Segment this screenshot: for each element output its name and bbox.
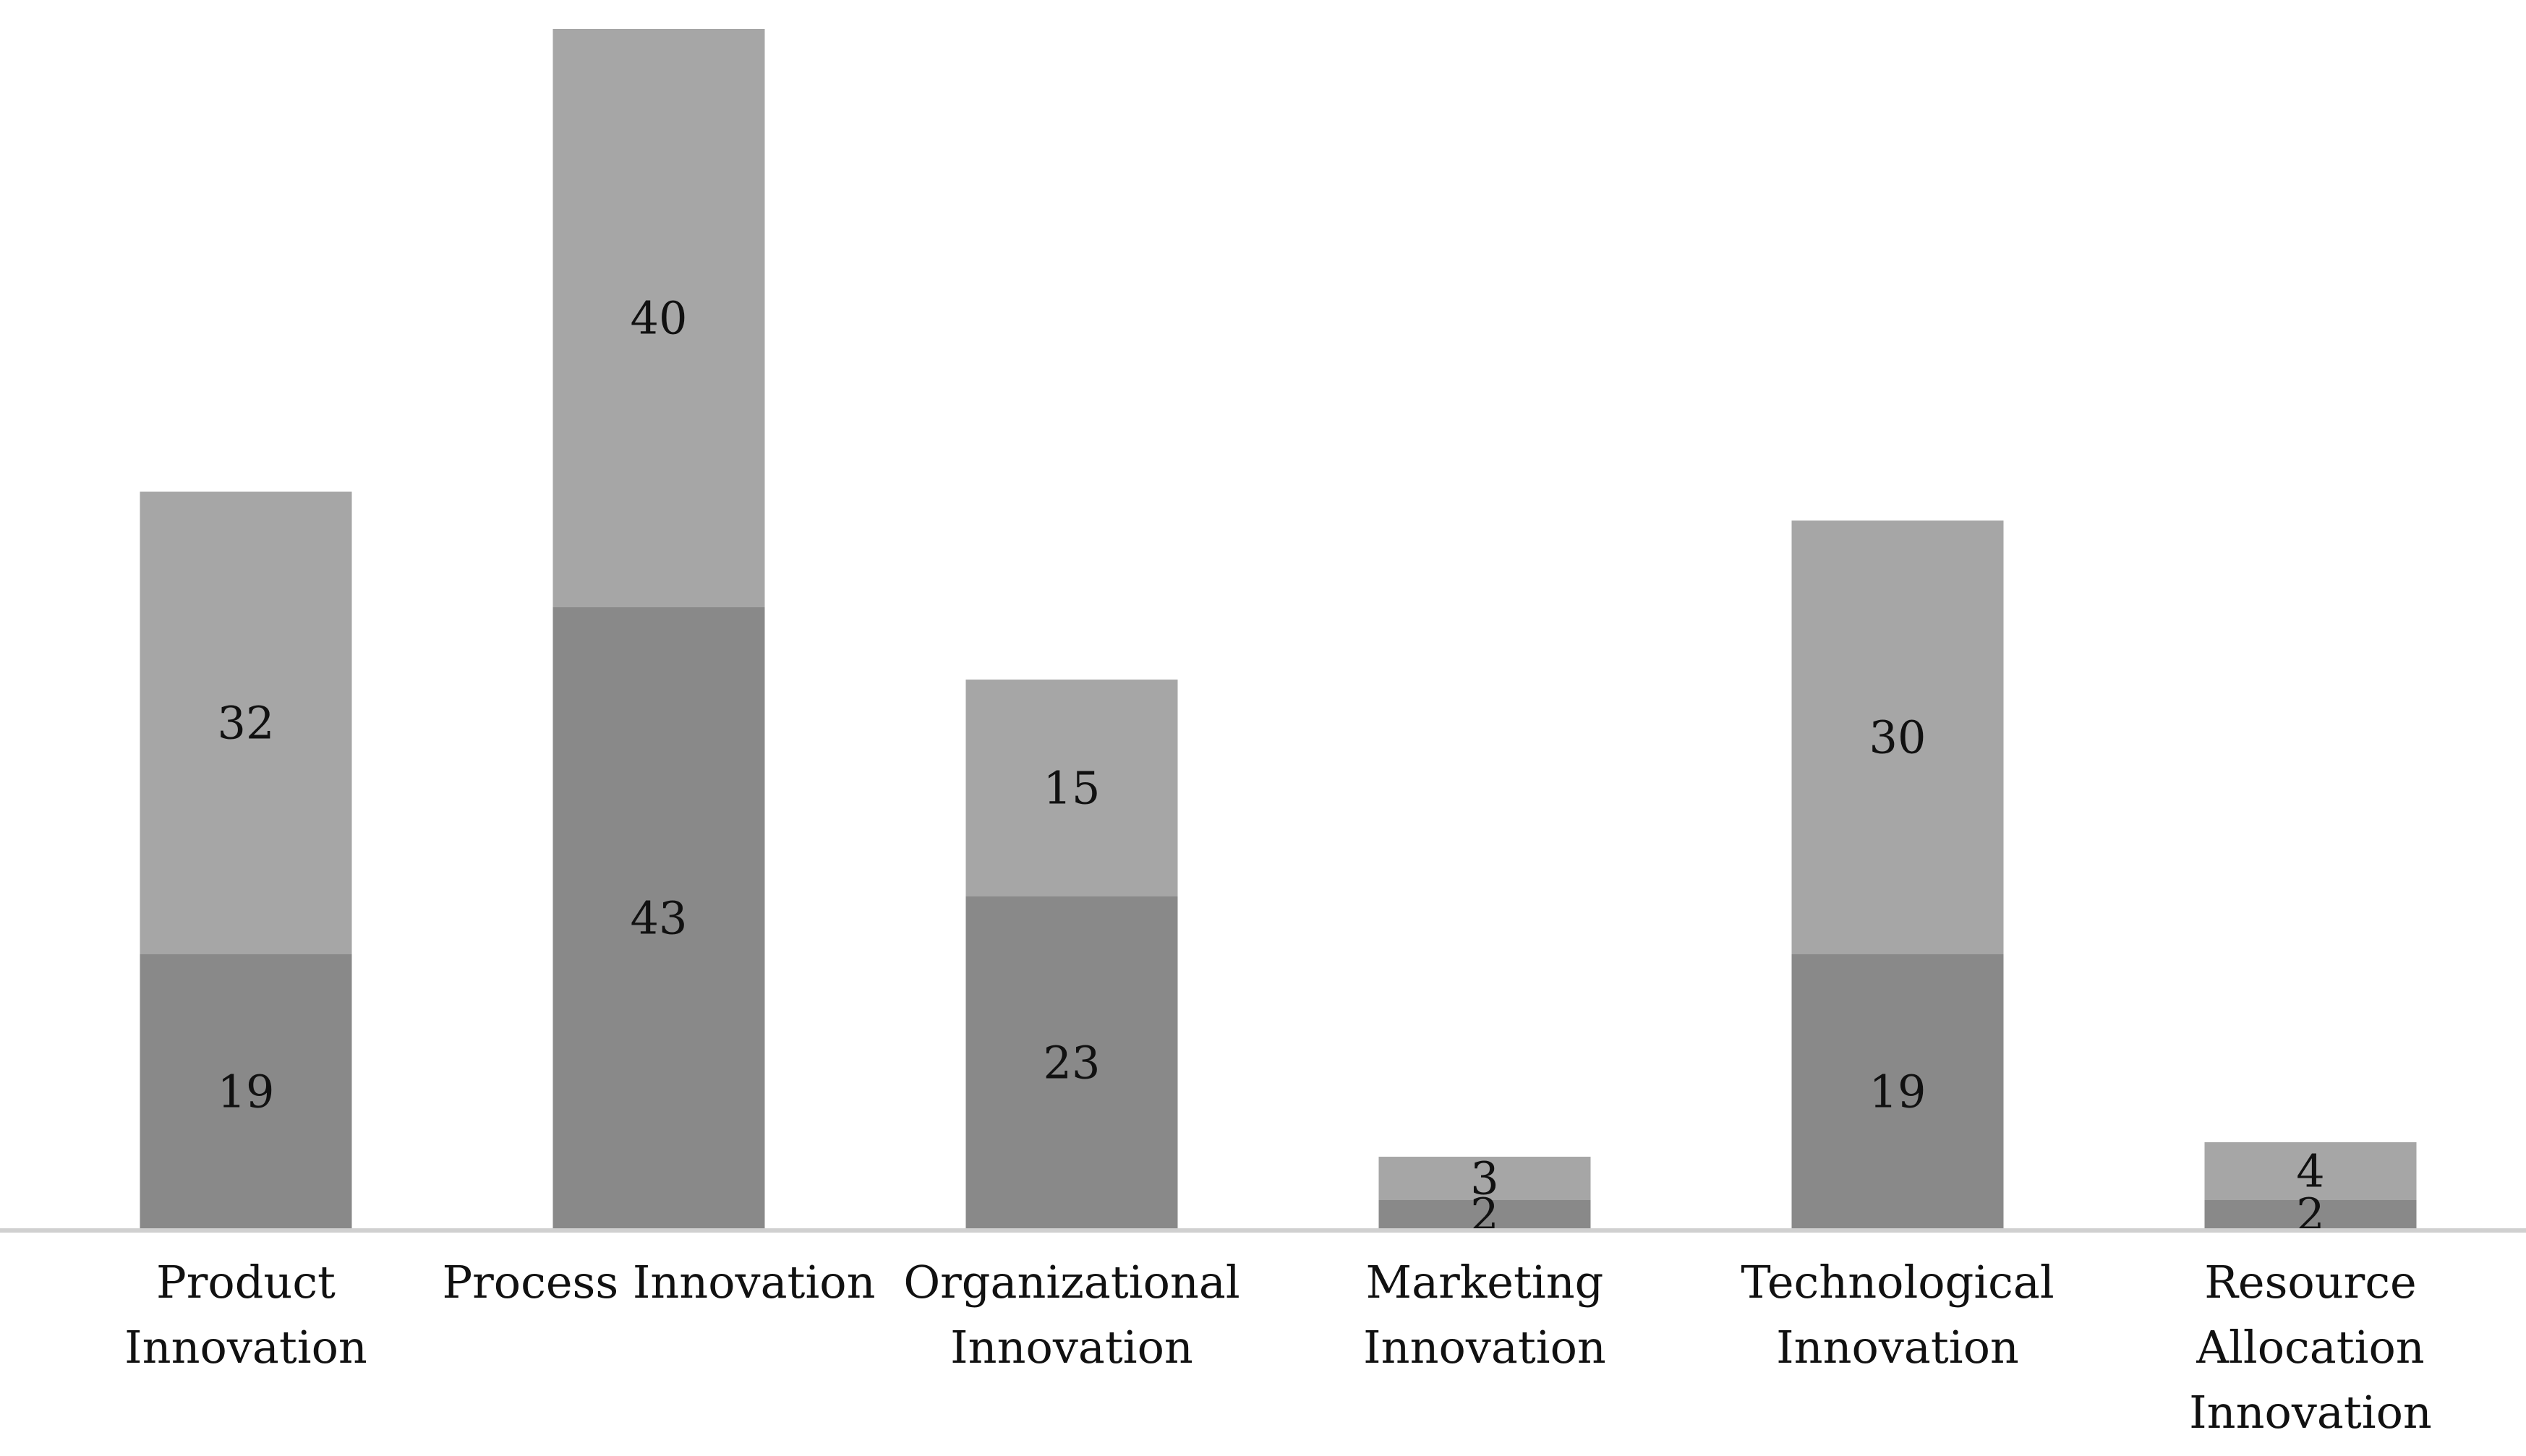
- data-label-5-series-1: 4: [2296, 1145, 2324, 1198]
- bar-segment-5-series-1: [2204, 1142, 2417, 1200]
- category-label-line: Technological: [1741, 1256, 2054, 1309]
- category-label-line: Innovation: [1776, 1321, 2019, 1374]
- data-label-0-series-1: 32: [218, 697, 275, 750]
- category-label-line: Allocation: [2196, 1321, 2424, 1374]
- data-label-1-series-1: 40: [631, 292, 688, 345]
- category-labels-group: Product Innovation Process Innovation Organ…: [124, 1256, 2432, 1439]
- category-label-line: Marketing: [1366, 1256, 1604, 1309]
- category-label-5: Resource Allocation Innovation: [2189, 1256, 2432, 1439]
- category-label-4: Technological Innovation: [1741, 1256, 2054, 1374]
- data-label-3-series-1: 3: [1470, 1152, 1498, 1205]
- category-label-line: Resource: [2204, 1256, 2417, 1309]
- data-label-4-series-1: 30: [1869, 711, 1926, 764]
- data-label-1-series-0: 43: [631, 892, 688, 945]
- category-label-line: Process Innovation: [442, 1256, 875, 1309]
- category-label-3: Marketing Innovation: [1363, 1256, 1606, 1374]
- bar-segment-3-series-0: [1378, 1200, 1591, 1229]
- bar-segment-4-series-0: [1791, 954, 2004, 1229]
- bar-segment-1-series-1: [552, 29, 765, 607]
- bar-segment-4-series-1: [1791, 521, 2004, 954]
- bar-segment-0-series-0: [140, 954, 352, 1229]
- bars-group: [140, 29, 2417, 1229]
- category-label-1: Process Innovation: [442, 1256, 875, 1309]
- category-label-0: Product Innovation: [124, 1256, 367, 1374]
- data-label-2-series-1: 15: [1044, 762, 1101, 815]
- bar-segment-1-series-0: [552, 607, 765, 1229]
- bar-segment-2-series-0: [965, 896, 1178, 1229]
- category-label-line: Innovation: [124, 1321, 367, 1374]
- category-label-line: Innovation: [1363, 1321, 1606, 1374]
- category-label-line: Product: [156, 1256, 336, 1309]
- category-label-2: Organizational Innovation: [903, 1256, 1239, 1374]
- category-label-line: Organizational: [903, 1256, 1239, 1309]
- data-label-2-series-0: 23: [1044, 1037, 1101, 1089]
- data-label-0-series-0: 19: [218, 1066, 275, 1118]
- bar-segment-2-series-1: [965, 680, 1178, 896]
- category-label-line: Innovation: [2189, 1386, 2432, 1439]
- category-label-line: Innovation: [950, 1321, 1193, 1374]
- bar-segment-5-series-0: [2204, 1200, 2417, 1229]
- data-label-4-series-0: 19: [1869, 1066, 1926, 1118]
- bar-segment-0-series-1: [140, 492, 352, 954]
- bar-segment-3-series-1: [1378, 1157, 1591, 1200]
